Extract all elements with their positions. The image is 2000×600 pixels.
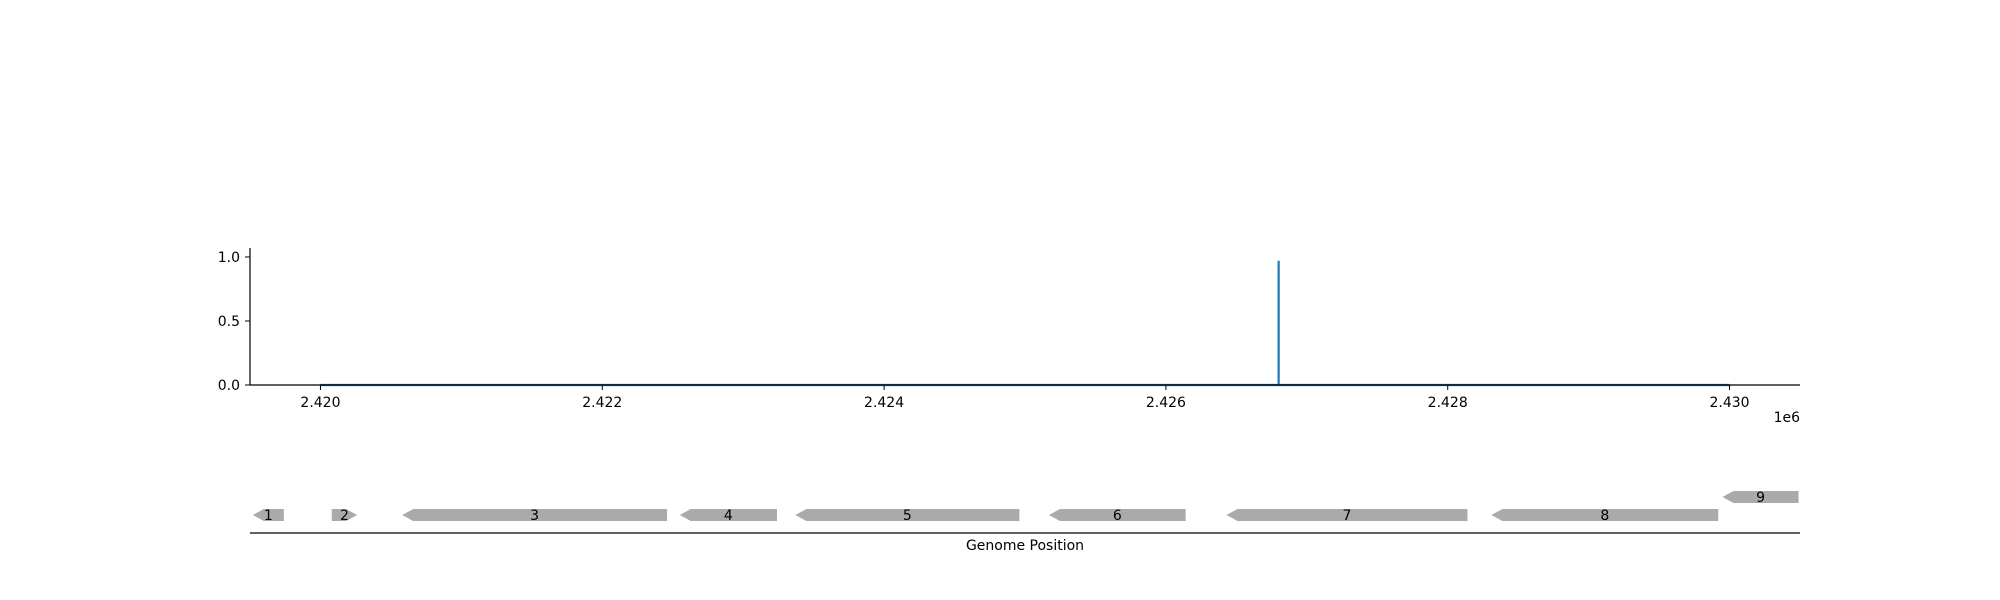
- x-axis-label: Genome Position: [966, 538, 1084, 554]
- gene-arrow: [252, 509, 284, 521]
- gene-label: 2: [340, 508, 349, 524]
- y-ticks: 0.0 0.5 1.0: [218, 250, 250, 394]
- x-tick-label: 2.424: [864, 395, 904, 411]
- gene-arrow: [331, 509, 358, 521]
- gene-arrow: [795, 509, 1020, 521]
- coverage-series-layer: [320, 260, 1730, 387]
- x-tick-label: 2.426: [1146, 395, 1186, 411]
- x-tick-label: 2.422: [582, 395, 622, 411]
- y-tick-label: 0.5: [218, 314, 240, 330]
- gene-arrow: [1722, 491, 1799, 503]
- y-tick-label: 1.0: [218, 250, 240, 266]
- gene-map: 1 2 3 4 5 6 7 8 9 Genome Position: [250, 490, 1800, 554]
- x-ticks: 2.420 2.422 2.424 2.426 2.428 2.430: [300, 385, 1750, 411]
- gene-label: 8: [1600, 508, 1609, 524]
- gene-arrow: [1048, 509, 1186, 521]
- gene-arrow: [1226, 509, 1468, 521]
- coverage-plot: 2.420 2.422 2.424 2.426 2.428 2.430 0.0 0.5 1.0…: [218, 248, 1800, 426]
- x-offset-label: 1e6: [1774, 410, 1801, 426]
- gene-label: 6: [1113, 508, 1122, 524]
- gene-label: 3: [530, 508, 539, 524]
- x-tick-label: 2.430: [1709, 395, 1749, 411]
- gene-label: 7: [1343, 508, 1352, 524]
- gene-arrow: [402, 509, 668, 521]
- gene-label: 1: [264, 508, 273, 524]
- gene-arrow: [679, 509, 777, 521]
- gene-arrow: [1491, 509, 1719, 521]
- gene-arrows-layer: 1 2 3 4 5 6 7 8 9: [252, 490, 1799, 524]
- x-tick-label: 2.428: [1428, 395, 1468, 411]
- y-tick-label: 0.0: [218, 378, 240, 394]
- gene-label: 9: [1756, 490, 1765, 506]
- x-tick-label: 2.420: [300, 395, 340, 411]
- gene-label: 4: [724, 508, 733, 524]
- gene-label: 5: [903, 508, 912, 524]
- coverage-line: [320, 260, 1730, 387]
